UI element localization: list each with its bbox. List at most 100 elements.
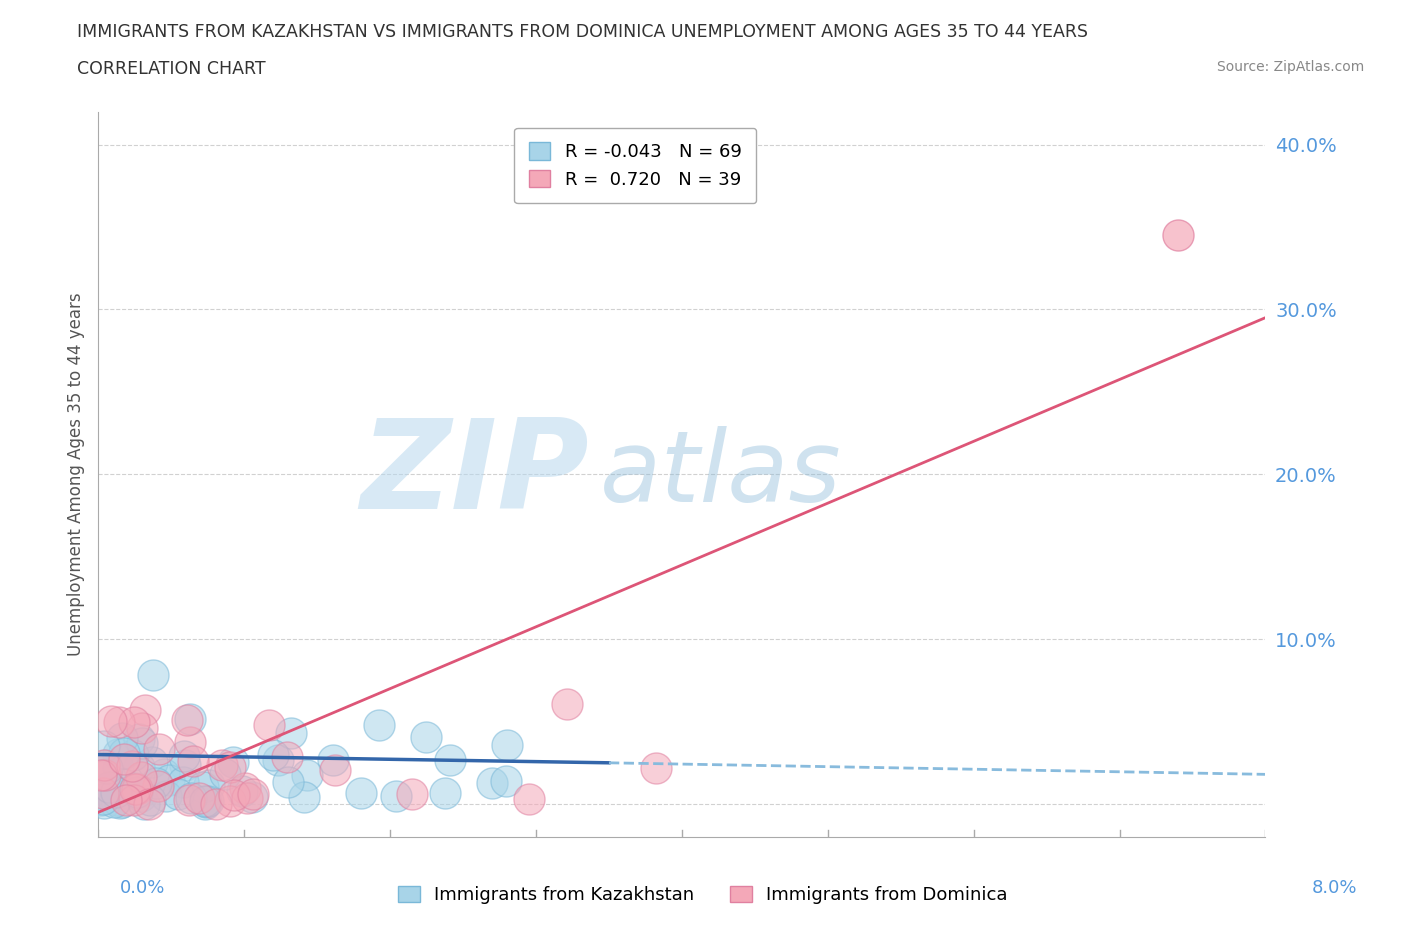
Immigrants from Dominica — [204, 796, 226, 811]
Immigrants from Kazakhstan — [93, 738, 115, 753]
Text: atlas: atlas — [600, 426, 842, 523]
Immigrants from Dominica — [179, 735, 201, 750]
Immigrants from Dominica — [181, 754, 204, 769]
Immigrants from Kazakhstan — [292, 790, 315, 804]
Immigrants from Dominica — [242, 787, 264, 802]
Immigrants from Kazakhstan — [111, 794, 134, 809]
Immigrants from Kazakhstan — [439, 752, 461, 767]
Immigrants from Kazakhstan — [191, 780, 214, 795]
Immigrants from Dominica — [122, 714, 145, 729]
Immigrants from Kazakhstan — [415, 729, 437, 744]
Immigrants from Dominica — [323, 763, 346, 777]
Immigrants from Dominica — [131, 721, 153, 736]
Immigrants from Dominica — [125, 781, 148, 796]
Immigrants from Kazakhstan — [139, 792, 162, 807]
Immigrants from Kazakhstan — [295, 767, 318, 782]
Immigrants from Kazakhstan — [496, 737, 519, 752]
Immigrants from Dominica — [148, 742, 170, 757]
Immigrants from Kazakhstan — [194, 796, 217, 811]
Immigrants from Kazakhstan — [131, 736, 153, 751]
Immigrants from Kazakhstan — [495, 774, 517, 789]
Immigrants from Dominica — [114, 792, 136, 807]
Immigrants from Dominica — [90, 768, 112, 783]
Immigrants from Dominica — [177, 792, 200, 807]
Text: CORRELATION CHART: CORRELATION CHART — [77, 60, 266, 78]
Immigrants from Kazakhstan — [98, 780, 121, 795]
Immigrants from Kazakhstan — [367, 718, 389, 733]
Immigrants from Kazakhstan — [129, 788, 152, 803]
Immigrants from Dominica — [138, 796, 160, 811]
Immigrants from Dominica — [259, 717, 281, 732]
Immigrants from Kazakhstan — [350, 785, 373, 800]
Immigrants from Kazakhstan — [91, 791, 114, 806]
Immigrants from Kazakhstan — [180, 790, 202, 805]
Text: 8.0%: 8.0% — [1312, 879, 1357, 897]
Legend: R = -0.043   N = 69, R =  0.720   N = 39: R = -0.043 N = 69, R = 0.720 N = 39 — [515, 128, 756, 204]
Point — [1167, 228, 1189, 243]
Immigrants from Dominica — [218, 759, 240, 774]
Immigrants from Kazakhstan — [111, 730, 134, 745]
Immigrants from Dominica — [176, 713, 198, 728]
Immigrants from Dominica — [211, 757, 233, 772]
Immigrants from Kazakhstan — [179, 711, 201, 726]
Immigrants from Kazakhstan — [277, 775, 299, 790]
Legend: Immigrants from Kazakhstan, Immigrants from Dominica: Immigrants from Kazakhstan, Immigrants f… — [391, 879, 1015, 911]
Immigrants from Kazakhstan — [103, 794, 125, 809]
Immigrants from Kazakhstan — [96, 766, 118, 781]
Immigrants from Kazakhstan — [194, 794, 217, 809]
Immigrants from Dominica — [93, 786, 115, 801]
Immigrants from Dominica — [100, 713, 122, 728]
Immigrants from Kazakhstan — [112, 746, 135, 761]
Immigrants from Kazakhstan — [153, 766, 176, 781]
Immigrants from Kazakhstan — [93, 796, 115, 811]
Immigrants from Kazakhstan — [90, 793, 112, 808]
Text: Source: ZipAtlas.com: Source: ZipAtlas.com — [1216, 60, 1364, 74]
Immigrants from Dominica — [555, 697, 578, 711]
Immigrants from Kazakhstan — [142, 668, 165, 683]
Immigrants from Dominica — [233, 781, 256, 796]
Immigrants from Kazakhstan — [159, 772, 181, 787]
Immigrants from Kazakhstan — [115, 785, 138, 800]
Text: 0.0%: 0.0% — [120, 879, 165, 897]
Immigrants from Kazakhstan — [434, 786, 457, 801]
Immigrants from Kazakhstan — [110, 796, 132, 811]
Immigrants from Kazakhstan — [280, 726, 302, 741]
Immigrants from Kazakhstan — [385, 789, 408, 804]
Immigrants from Kazakhstan — [155, 789, 177, 804]
Immigrants from Kazakhstan — [172, 775, 194, 790]
Immigrants from Dominica — [129, 769, 152, 784]
Immigrants from Kazakhstan — [128, 760, 150, 775]
Immigrants from Dominica — [134, 703, 156, 718]
Immigrants from Kazakhstan — [222, 755, 245, 770]
Text: IMMIGRANTS FROM KAZAKHSTAN VS IMMIGRANTS FROM DOMINICA UNEMPLOYMENT AMONG AGES 3: IMMIGRANTS FROM KAZAKHSTAN VS IMMIGRANTS… — [77, 23, 1088, 41]
Immigrants from Kazakhstan — [107, 747, 129, 762]
Immigrants from Kazakhstan — [112, 777, 135, 791]
Immigrants from Dominica — [224, 788, 246, 803]
Immigrants from Kazakhstan — [100, 781, 122, 796]
Immigrants from Dominica — [108, 714, 131, 729]
Immigrants from Dominica — [219, 793, 242, 808]
Immigrants from Kazakhstan — [128, 732, 150, 747]
Immigrants from Dominica — [644, 760, 666, 775]
Immigrants from Kazakhstan — [145, 776, 167, 790]
Immigrants from Dominica — [401, 787, 423, 802]
Immigrants from Dominica — [276, 750, 298, 764]
Immigrants from Kazakhstan — [198, 777, 221, 792]
Immigrants from Dominica — [94, 767, 117, 782]
Immigrants from Kazakhstan — [322, 752, 344, 767]
Immigrants from Kazakhstan — [167, 787, 190, 802]
Immigrants from Kazakhstan — [94, 758, 117, 773]
Immigrants from Kazakhstan — [124, 780, 146, 795]
Y-axis label: Unemployment Among Ages 35 to 44 years: Unemployment Among Ages 35 to 44 years — [66, 293, 84, 656]
Immigrants from Kazakhstan — [129, 785, 152, 800]
Immigrants from Kazakhstan — [134, 796, 156, 811]
Immigrants from Kazakhstan — [125, 784, 148, 799]
Immigrants from Kazakhstan — [107, 760, 129, 775]
Immigrants from Kazakhstan — [96, 761, 118, 776]
Immigrants from Dominica — [124, 781, 146, 796]
Immigrants from Dominica — [517, 791, 540, 806]
Immigrants from Kazakhstan — [214, 767, 236, 782]
Text: ZIP: ZIP — [360, 414, 589, 535]
Immigrants from Dominica — [146, 778, 169, 793]
Immigrants from Dominica — [121, 758, 143, 773]
